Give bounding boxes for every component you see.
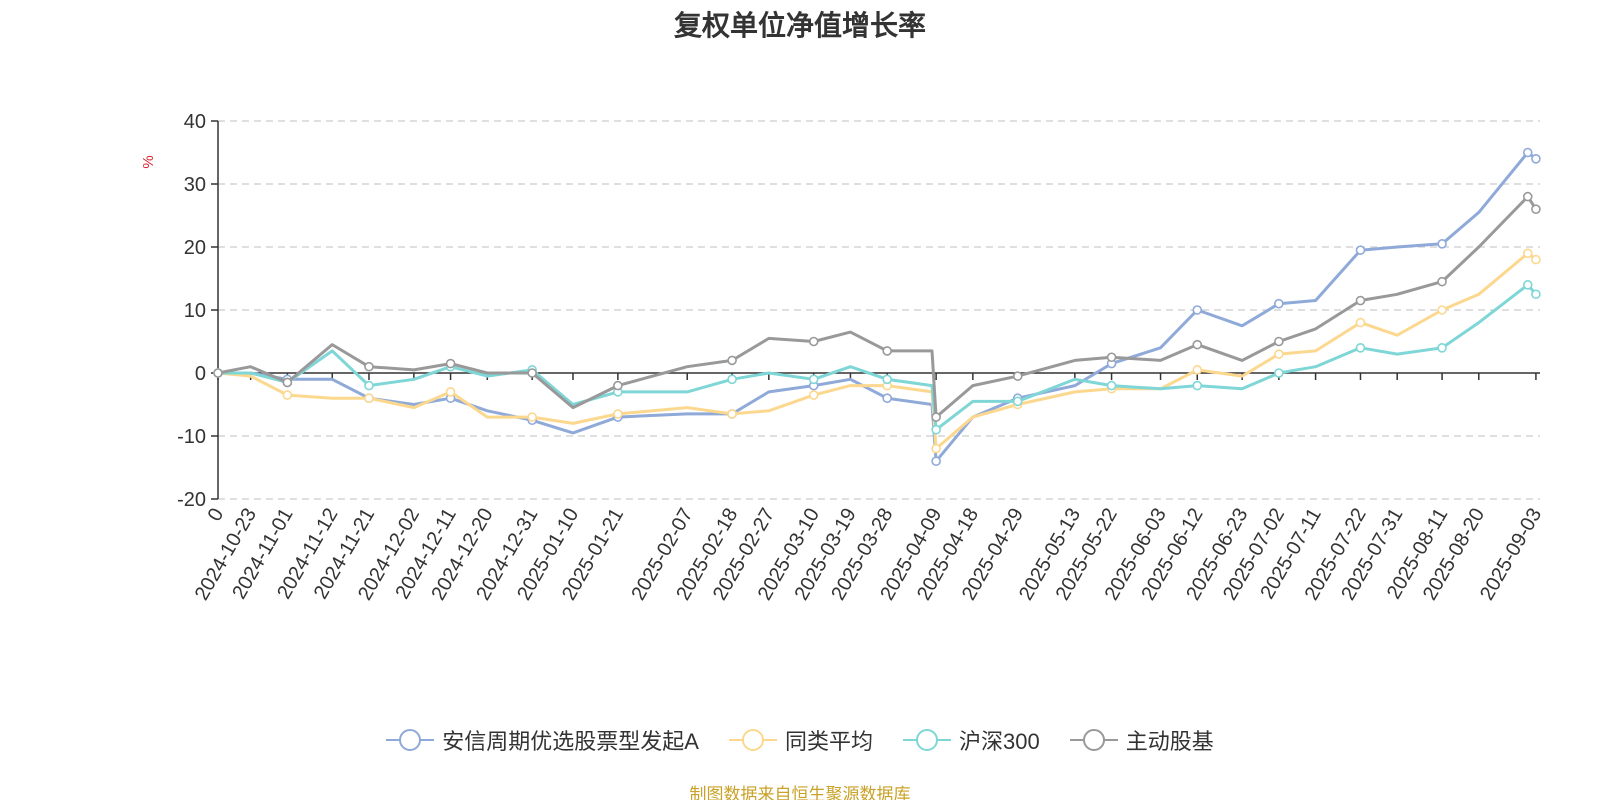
data-point: [1355, 342, 1366, 353]
data-point: [364, 361, 374, 372]
data-point: [727, 409, 737, 419]
x-tick-label: 0: [204, 505, 229, 526]
legend-item[interactable]: 同类平均: [728, 724, 873, 756]
data-point: [1274, 349, 1284, 359]
series-layer: [213, 147, 1541, 467]
data-point: [808, 374, 819, 385]
legend-item[interactable]: 主动股基: [1069, 724, 1214, 756]
data-point: [1355, 295, 1366, 306]
legend-marker-icon: [728, 729, 777, 751]
series-line: [218, 151, 1537, 463]
data-point: [613, 380, 623, 391]
data-point: [1274, 368, 1284, 378]
data-point: [1192, 365, 1203, 375]
y-tick-label: -10: [177, 426, 206, 448]
data-point: [282, 377, 293, 388]
data-point: [527, 412, 537, 422]
data-point: [727, 355, 737, 366]
data-point: [613, 409, 623, 419]
data-point: [1531, 154, 1541, 164]
data-point: [1192, 305, 1203, 315]
data-point: [1355, 245, 1366, 255]
data-point: [1522, 191, 1533, 202]
data-point: [1531, 289, 1541, 300]
data-point: [727, 374, 737, 385]
legend-label: 安信周期优选股票型发起A: [442, 729, 699, 754]
data-point: [931, 412, 941, 422]
legend-marker-icon: [902, 729, 951, 751]
line-chart: -20-1001020304002024-10-232024-11-012024…: [140, 111, 1546, 604]
data-point: [445, 387, 456, 397]
data-point: [1437, 305, 1447, 315]
data-point: [1437, 342, 1447, 353]
source-footer: 制图数据来自恒生聚源数据库: [689, 785, 911, 800]
data-point: [1012, 396, 1023, 407]
data-point: [882, 346, 892, 356]
data-point: [1522, 147, 1533, 158]
data-point: [1106, 380, 1117, 391]
series-line: [217, 195, 1538, 419]
legend-marker-icon: [1069, 729, 1118, 751]
data-point: [1274, 336, 1284, 347]
data-point: [1192, 380, 1203, 391]
data-point: [1274, 298, 1284, 309]
y-tick-label: 0: [195, 363, 206, 385]
series-2: [213, 279, 1541, 435]
legend-label: 主动股基: [1125, 729, 1214, 754]
data-point: [1437, 276, 1447, 287]
legend-item[interactable]: 沪深300: [902, 724, 1040, 756]
data-point: [882, 374, 892, 385]
data-point: [1192, 339, 1203, 350]
data-point: [931, 456, 941, 467]
legend-item[interactable]: 安信周期优选股票型发起A: [386, 724, 699, 756]
series-line: [218, 283, 1538, 432]
data-point: [364, 393, 374, 404]
data-point: [527, 368, 537, 378]
series-1: [213, 248, 1541, 454]
legend-label: 同类平均: [784, 729, 873, 754]
legend-label: 沪深300: [958, 729, 1040, 754]
data-point: [1106, 352, 1117, 363]
data-point: [931, 443, 941, 454]
grid-layer: [218, 120, 1540, 500]
data-point: [1522, 248, 1533, 259]
data-point: [1355, 317, 1366, 328]
y-tick-label: 40: [184, 111, 206, 133]
series-3: [213, 191, 1541, 422]
y-tick-label: -20: [177, 489, 206, 511]
data-point: [1531, 204, 1541, 214]
data-point: [1531, 254, 1541, 265]
y-axis-label: %: [140, 155, 157, 168]
data-point: [808, 390, 819, 400]
y-tick-label: 10: [184, 300, 206, 322]
legend: 安信周期优选股票型发起A 同类平均 沪深300 主动股基: [0, 724, 1600, 756]
data-point: [1522, 279, 1533, 290]
data-point: [1012, 371, 1023, 381]
data-point: [931, 424, 941, 435]
data-point: [1437, 239, 1447, 249]
data-point: [882, 393, 892, 404]
data-point: [808, 336, 819, 347]
data-point: [213, 368, 223, 378]
data-point: [445, 358, 456, 369]
data-point: [282, 390, 293, 400]
series-line: [217, 251, 1537, 451]
data-point: [364, 380, 374, 391]
legend-marker-icon: [386, 729, 435, 751]
chart-title: 复权单位净值增长率: [673, 10, 926, 41]
y-tick-label: 20: [184, 237, 206, 259]
series-0: [213, 147, 1541, 467]
y-tick-label: 30: [184, 174, 206, 196]
